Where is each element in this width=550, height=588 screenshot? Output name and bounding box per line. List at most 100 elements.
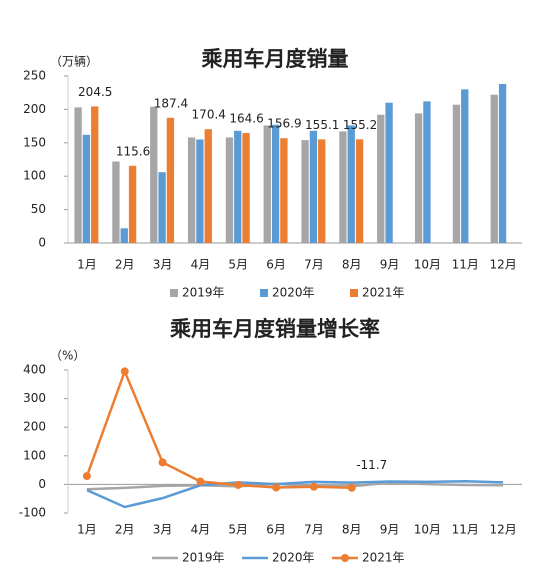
bar xyxy=(150,106,158,243)
marker xyxy=(120,367,129,376)
x-tick-label: 3月 xyxy=(153,523,173,537)
bar xyxy=(112,161,120,243)
y-tick-label: 0 xyxy=(38,477,46,491)
legend-marker xyxy=(341,554,349,562)
legend-swatch xyxy=(350,289,358,297)
bar xyxy=(166,117,175,243)
y-tick-label: 250 xyxy=(23,69,46,83)
marker xyxy=(234,480,243,489)
x-tick-label: 9月 xyxy=(380,523,400,537)
data-label: 204.5 xyxy=(78,85,112,99)
data-label: 155.2 xyxy=(343,118,377,132)
bar xyxy=(490,94,498,243)
y-tick-label: 300 xyxy=(23,391,46,405)
x-tick-label: 8月 xyxy=(342,523,362,537)
bar xyxy=(461,89,469,243)
y-tick-label: 100 xyxy=(23,169,46,183)
bar xyxy=(91,106,99,243)
y-tick-label: 400 xyxy=(23,363,46,377)
y-axis-label: （万辆） xyxy=(50,55,98,69)
bar xyxy=(452,104,461,243)
x-tick-label: 6月 xyxy=(266,258,286,272)
marker xyxy=(196,477,205,486)
marker xyxy=(309,482,318,491)
data-label: 155.1 xyxy=(305,118,339,132)
x-tick-label: 6月 xyxy=(266,523,286,537)
line xyxy=(85,367,352,489)
data-label: 164.6 xyxy=(229,112,263,126)
x-tick-label: 1月 xyxy=(77,523,97,537)
x-tick-label: 10月 xyxy=(414,258,441,272)
bar xyxy=(74,107,82,243)
x-tick-label: 2月 xyxy=(115,258,135,272)
data-label: 156.9 xyxy=(267,117,301,131)
x-tick-label: 8月 xyxy=(342,258,362,272)
bar xyxy=(82,134,91,243)
bar xyxy=(120,228,128,243)
data-label: 115.6 xyxy=(116,144,150,158)
x-tick-label: 10月 xyxy=(414,523,441,537)
legend-label: 2019年 xyxy=(182,551,225,565)
x-tick-label: 11月 xyxy=(452,258,479,272)
legend-label: 2021年 xyxy=(362,551,405,565)
line xyxy=(86,481,504,491)
y-tick-label: -100 xyxy=(19,506,46,520)
bar xyxy=(187,137,196,243)
x-tick-label: 1月 xyxy=(77,258,97,272)
x-tick-label: 12月 xyxy=(489,258,516,272)
data-label: 187.4 xyxy=(154,96,188,110)
marker xyxy=(347,483,356,492)
x-tick-label: 2月 xyxy=(115,523,135,537)
y-tick-label: 50 xyxy=(31,202,46,216)
y-tick-label: 200 xyxy=(23,420,46,434)
x-tick-label: 3月 xyxy=(153,258,173,272)
bar xyxy=(414,113,423,244)
marker xyxy=(272,483,281,492)
bar xyxy=(280,138,288,243)
x-tick-label: 4月 xyxy=(191,523,211,537)
x-tick-label: 5月 xyxy=(228,258,248,272)
bar xyxy=(234,130,242,243)
x-tick-label: 9月 xyxy=(380,258,400,272)
bar xyxy=(347,125,355,243)
bar xyxy=(263,125,271,243)
bar xyxy=(158,172,166,243)
bar xyxy=(318,139,326,243)
x-tick-label: 4月 xyxy=(191,258,211,272)
marker xyxy=(158,458,167,467)
bar xyxy=(339,131,347,243)
bar xyxy=(204,129,212,243)
x-tick-label: 11月 xyxy=(452,523,479,537)
bar xyxy=(242,133,250,243)
legend-label: 2021年 xyxy=(362,286,405,300)
annotation: -11.7 xyxy=(356,458,387,472)
x-tick-label: 7月 xyxy=(304,258,324,272)
legend-label: 2020年 xyxy=(272,286,315,300)
chart-title: 乘用车月度销量 xyxy=(201,47,349,71)
legend-label: 2019年 xyxy=(182,286,225,300)
bar xyxy=(309,130,318,243)
bar xyxy=(355,139,364,243)
chart-title: 乘用车月度销量增长率 xyxy=(169,317,380,341)
y-tick-label: 150 xyxy=(23,135,46,149)
legend-swatch xyxy=(260,289,268,297)
bar xyxy=(196,139,204,243)
x-tick-label: 7月 xyxy=(304,523,324,537)
legend-swatch xyxy=(170,289,178,297)
bar xyxy=(498,84,507,244)
bar xyxy=(423,101,431,243)
y-tick-label: 200 xyxy=(23,102,46,116)
legend-label: 2020年 xyxy=(272,551,315,565)
bar xyxy=(271,124,280,243)
y-tick-label: 100 xyxy=(23,448,46,462)
bar xyxy=(385,102,393,243)
x-tick-label: 5月 xyxy=(228,523,248,537)
bar xyxy=(225,137,234,243)
x-tick-label: 12月 xyxy=(489,523,516,537)
y-axis-label: （%） xyxy=(50,349,85,363)
data-label: 170.4 xyxy=(192,108,226,122)
marker xyxy=(82,472,91,481)
bar xyxy=(377,114,385,243)
y-tick-label: 0 xyxy=(38,236,46,250)
